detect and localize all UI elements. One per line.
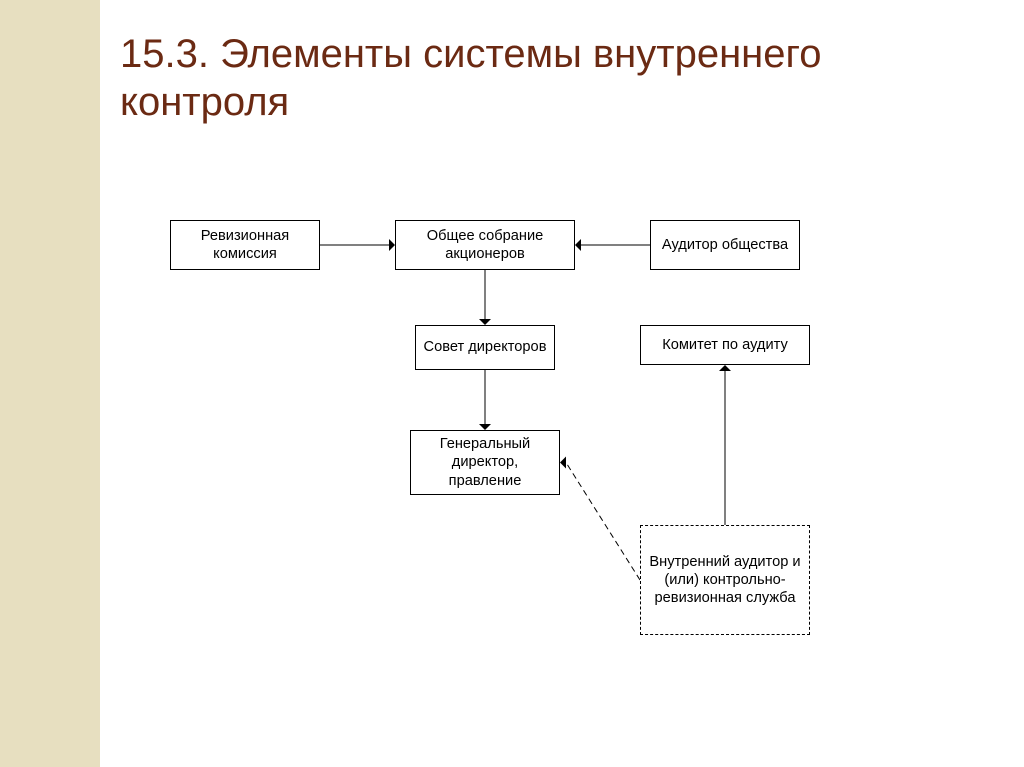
- node-n4: Совет директоров: [415, 325, 555, 370]
- node-n7: Внутренний аудитор и (или) контрольно-ре…: [640, 525, 810, 635]
- diagram-edges: [0, 0, 1024, 767]
- diagram-canvas: Ревизионная комиссия Общее собрание акцио…: [0, 0, 1024, 767]
- slide: 15.3. Элементы системы внутреннего контр…: [0, 0, 1024, 767]
- node-n3: Аудитор общества: [650, 220, 800, 270]
- node-n5: Комитет по аудиту: [640, 325, 810, 365]
- node-n2: Общее собрание акционеров: [395, 220, 575, 270]
- node-n6: Генеральный директор, правление: [410, 430, 560, 495]
- node-n1: Ревизионная комиссия: [170, 220, 320, 270]
